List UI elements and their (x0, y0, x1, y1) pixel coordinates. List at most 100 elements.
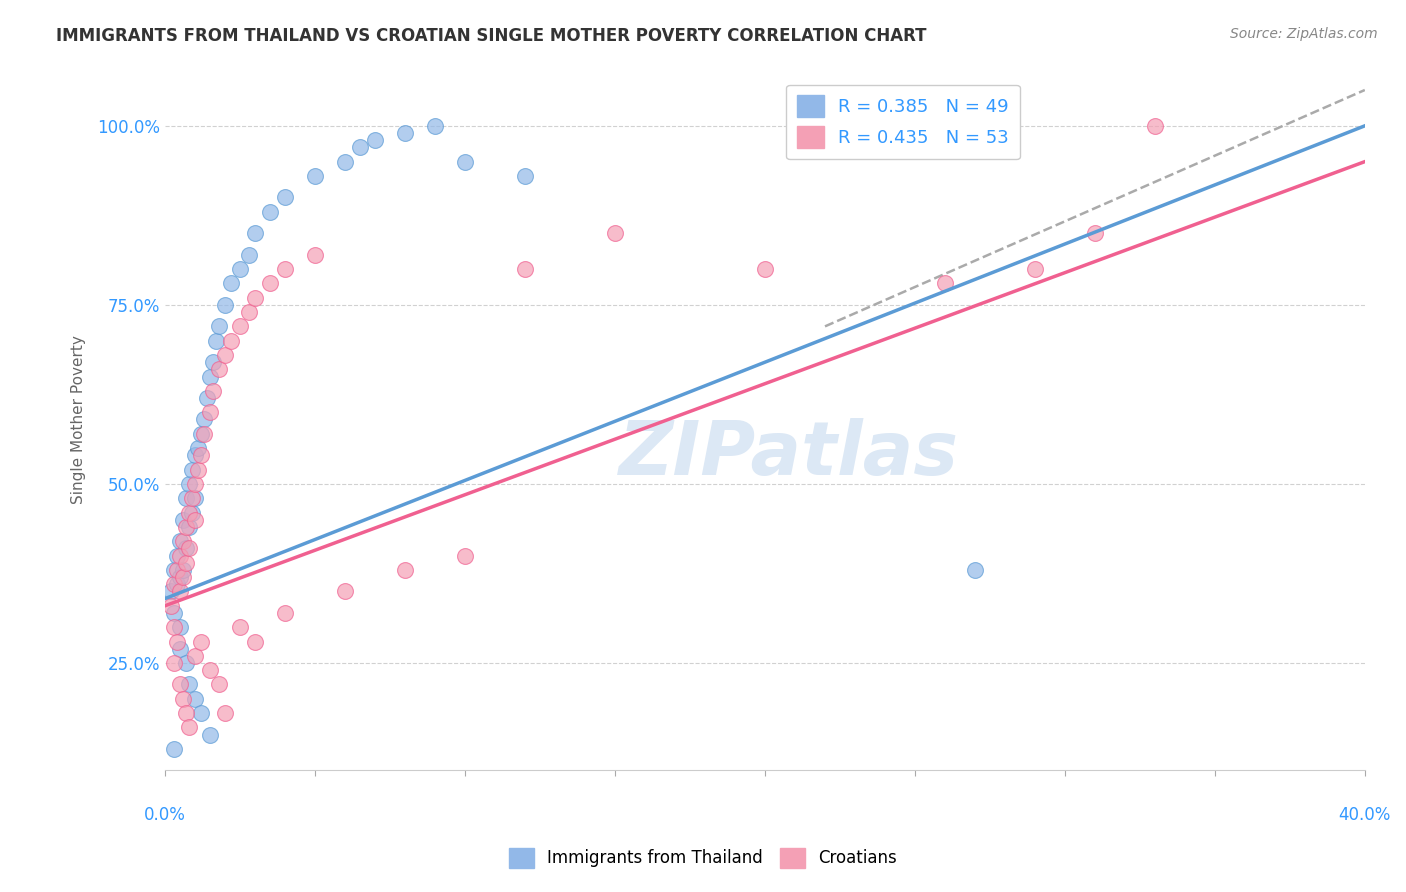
Point (172, 563, 194, 577)
Point (333, 584, 356, 599)
Point (184, 513, 207, 527)
Point (166, 634, 188, 648)
Point (169, 549, 191, 563)
Point (160, 599, 183, 613)
Point (259, 204, 281, 219)
Point (349, 140, 371, 154)
Point (181, 462, 204, 476)
Point (1024, 262, 1046, 277)
Point (513, 262, 536, 277)
Point (163, 656, 186, 670)
Point (963, 563, 986, 577)
Text: ZIPatlas: ZIPatlas (619, 418, 959, 491)
Point (202, 355, 225, 369)
Point (208, 319, 231, 334)
Point (274, 606, 297, 620)
Point (172, 570, 194, 584)
Point (274, 262, 297, 277)
Point (181, 491, 204, 506)
Point (238, 305, 260, 319)
Point (184, 691, 207, 706)
Point (179, 721, 201, 735)
Point (259, 277, 281, 291)
Point (219, 334, 242, 348)
Point (423, 119, 446, 133)
Point (184, 648, 207, 663)
Point (174, 706, 197, 720)
Point (174, 520, 197, 534)
Point (169, 620, 191, 634)
Point (193, 412, 215, 426)
Point (274, 190, 297, 204)
Point (163, 563, 186, 577)
Point (754, 262, 776, 277)
Point (513, 169, 536, 183)
Point (229, 319, 252, 334)
Point (181, 506, 204, 520)
Point (394, 563, 416, 577)
Text: Source: ZipAtlas.com: Source: ZipAtlas.com (1230, 27, 1378, 41)
Point (208, 677, 231, 691)
Point (163, 620, 186, 634)
Y-axis label: Single Mother Poverty: Single Mother Poverty (72, 335, 86, 504)
Point (169, 534, 191, 549)
Point (229, 262, 252, 277)
Point (304, 248, 326, 262)
Point (243, 291, 266, 305)
Point (163, 577, 186, 591)
Point (243, 634, 266, 648)
Point (243, 226, 266, 240)
Point (333, 154, 356, 169)
Point (169, 677, 191, 691)
Point (200, 728, 222, 742)
Point (187, 441, 209, 455)
Point (208, 362, 231, 376)
Point (169, 584, 191, 599)
Point (174, 491, 197, 506)
Point (179, 520, 201, 534)
Point (179, 677, 201, 691)
Point (205, 334, 228, 348)
Point (364, 133, 387, 147)
Point (200, 405, 222, 419)
Point (190, 634, 212, 648)
Point (454, 549, 477, 563)
Text: 40.0%: 40.0% (1339, 806, 1391, 824)
Point (184, 448, 207, 462)
Point (394, 126, 416, 140)
Point (190, 426, 212, 441)
Point (934, 277, 956, 291)
Point (166, 549, 188, 563)
Point (169, 570, 191, 584)
Legend: Immigrants from Thailand, Croatians: Immigrants from Thailand, Croatians (502, 841, 904, 875)
Point (174, 656, 197, 670)
Point (193, 426, 215, 441)
Point (214, 706, 236, 720)
Point (166, 563, 188, 577)
Point (179, 541, 201, 556)
Point (179, 477, 201, 491)
Point (202, 384, 225, 398)
Text: 0.0%: 0.0% (145, 806, 186, 824)
Point (200, 663, 222, 677)
Point (195, 391, 218, 405)
Point (1084, 226, 1107, 240)
Point (174, 541, 197, 556)
Point (454, 154, 477, 169)
Point (238, 248, 260, 262)
Point (214, 348, 236, 362)
Point (174, 556, 197, 570)
Point (169, 641, 191, 656)
Point (172, 534, 194, 549)
Point (187, 462, 209, 476)
Legend: R = 0.385   N = 49, R = 0.435   N = 53: R = 0.385 N = 49, R = 0.435 N = 53 (786, 85, 1019, 160)
Point (179, 506, 201, 520)
Point (200, 369, 222, 384)
Point (172, 513, 194, 527)
Text: IMMIGRANTS FROM THAILAND VS CROATIAN SINGLE MOTHER POVERTY CORRELATION CHART: IMMIGRANTS FROM THAILAND VS CROATIAN SIN… (56, 27, 927, 45)
Point (160, 584, 183, 599)
Point (603, 226, 626, 240)
Point (163, 742, 186, 756)
Point (219, 277, 242, 291)
Point (190, 706, 212, 720)
